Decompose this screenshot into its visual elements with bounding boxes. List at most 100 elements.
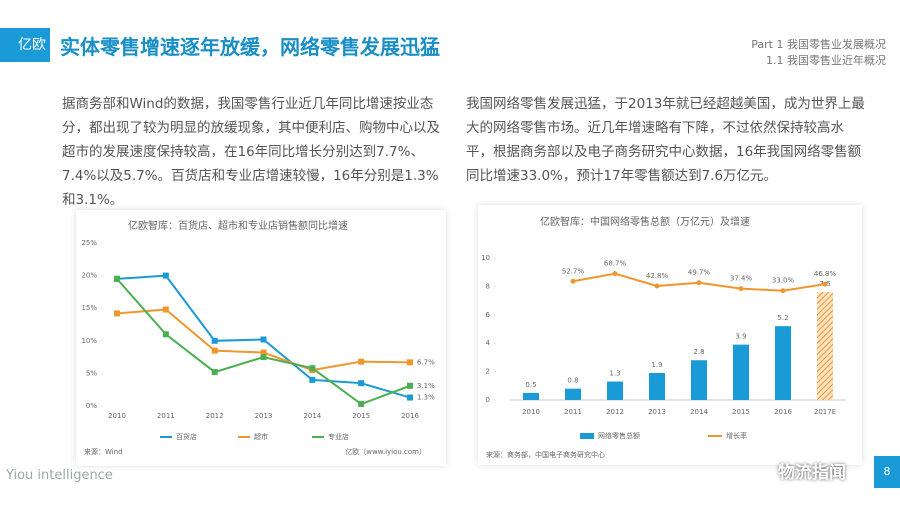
y-tick-label: 2 (486, 368, 490, 376)
y-tick-label: 0% (86, 402, 97, 410)
point (407, 394, 413, 401)
value-label: 3.1% (417, 382, 435, 390)
value-label: 6.7% (417, 358, 435, 366)
x-tick-label: 2010 (522, 408, 540, 416)
value-label: 3.9 (735, 333, 746, 341)
bar (649, 373, 665, 400)
x-tick-label: 2011 (157, 412, 175, 420)
legend-label: 增长率 (726, 431, 747, 440)
brand: Yiou intelligence (6, 468, 113, 483)
y-tick-label: 20% (81, 272, 97, 280)
value-label: 2.8 (693, 348, 704, 356)
bar (775, 326, 791, 400)
bar (607, 381, 623, 400)
point (358, 380, 365, 387)
x-tick-label: 2014 (303, 412, 321, 420)
point (358, 358, 365, 365)
x-tick-label: 2017E (814, 408, 836, 416)
point (162, 306, 169, 313)
point (162, 331, 169, 338)
watermark: 物流指闻 (778, 463, 846, 483)
point (260, 354, 267, 361)
chart-title: 亿欧智库：百货店、超市和专业店销售额同比增速 (128, 219, 348, 232)
y-tick-label: 0 (486, 396, 490, 404)
x-tick-label: 2016 (401, 412, 419, 420)
value-label: 0.8 (567, 377, 578, 385)
x-tick-label: 2015 (732, 408, 750, 416)
value-label: 68.7% (604, 260, 627, 268)
value-label: 5.2 (777, 314, 788, 322)
bar (691, 360, 707, 400)
value-label: 37.4% (730, 275, 753, 283)
bar (817, 292, 833, 400)
page-number: 8 (874, 456, 900, 488)
chart-title: 亿欧智库：中国网络零售总额（万亿元）及增速 (540, 215, 750, 228)
value-label: 42.8% (646, 272, 669, 280)
legend-label: 专业店 (328, 432, 349, 441)
value-label: 52.7% (562, 267, 585, 275)
y-tick-label: 15% (81, 304, 97, 312)
x-tick-label: 2014 (690, 408, 708, 416)
x-tick-label: 2012 (606, 408, 624, 416)
point (309, 365, 316, 372)
point (612, 271, 618, 277)
value-label: 1.9 (651, 361, 662, 369)
point (738, 286, 744, 292)
point (114, 310, 120, 317)
point (309, 376, 316, 383)
paragraph: 据商务部和Wind的数据，我国零售行业近几年同比增速按业态分，都出现了较为明显的… (62, 96, 440, 208)
x-tick-label: 2013 (255, 412, 273, 420)
point (162, 272, 169, 279)
bar (565, 388, 581, 400)
point (780, 288, 786, 294)
value-label: 1.3% (417, 394, 435, 402)
source: 来源：商务部，中国电子商务研究中心 (486, 450, 605, 459)
legend-label: 百货店 (176, 432, 197, 441)
point (260, 336, 267, 343)
y-tick-label: 25% (81, 239, 97, 247)
x-tick-label: 2010 (108, 412, 126, 420)
y-tick-label: 5% (86, 369, 97, 377)
y-tick-label: 10% (81, 337, 97, 345)
section-label: 1.1 我国零售业近年概况 (766, 54, 886, 67)
point (696, 280, 702, 286)
y-tick-label: 10 (481, 254, 490, 262)
x-tick-label: 2012 (206, 412, 224, 420)
x-tick-label: 2013 (648, 408, 666, 416)
value-label: 46.8% (814, 270, 837, 278)
value-label: 0.5 (525, 381, 536, 389)
credit: 亿欧（www.iyiou.com） (345, 447, 426, 456)
logo: 亿欧 (0, 28, 50, 62)
legend-label: 超市 (254, 432, 268, 441)
x-tick-label: 2015 (352, 412, 370, 420)
legend-swatch (580, 433, 594, 439)
x-tick-label: 2011 (564, 408, 582, 416)
point (211, 369, 218, 376)
x-tick-label: 2016 (774, 408, 792, 416)
value-label: 1.3 (609, 370, 620, 378)
point (260, 349, 267, 356)
paragraph: 我国网络零售发展迅猛，于2013年就已经超越美国，成为世界上最大的网络零售市场。… (466, 96, 865, 184)
point (654, 283, 660, 289)
bar (523, 392, 539, 400)
point (358, 401, 365, 408)
point (407, 382, 413, 389)
point (211, 337, 218, 344)
legend-label: 网络零售总额 (598, 431, 640, 440)
point (114, 275, 120, 282)
y-tick-label: 6 (486, 311, 491, 319)
point (407, 359, 413, 366)
value-label: 33.0% (772, 277, 795, 285)
value-label: 49.7% (688, 269, 711, 277)
y-tick-label: 8 (486, 282, 490, 290)
slide-title: 实体零售增速逐年放缓，网络零售发展迅猛 (60, 35, 440, 59)
point (570, 278, 576, 284)
point (211, 347, 218, 354)
bar (733, 344, 749, 400)
part-label: Part 1 我国零售业发展概况 (751, 38, 886, 51)
source: 来源：Wind (84, 447, 123, 456)
point (822, 281, 828, 287)
y-tick-label: 4 (486, 339, 491, 347)
